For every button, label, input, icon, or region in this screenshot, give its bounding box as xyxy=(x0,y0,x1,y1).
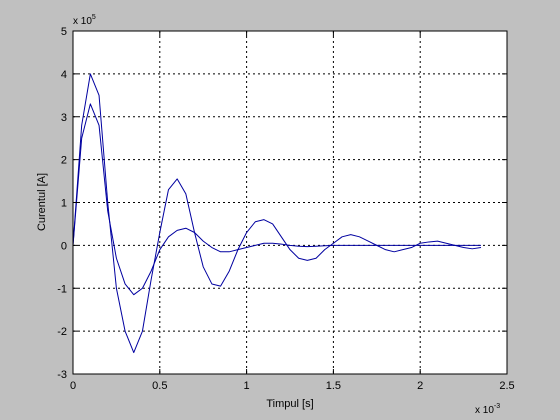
series-line-2 xyxy=(72,103,481,296)
x-tick-label: 1 xyxy=(244,380,250,392)
y-tick-label: 1 xyxy=(61,198,67,210)
x-exponent-base: x 10 xyxy=(475,405,494,416)
y-tick-label: 5 xyxy=(61,26,67,38)
y-tick-label: 3 xyxy=(61,112,67,124)
x-exponent-label: x 10-3 xyxy=(475,403,500,416)
y-tick-label: -3 xyxy=(57,369,67,381)
y-exponent-power: 5 xyxy=(92,14,96,21)
y-tick-label: 2 xyxy=(61,155,67,167)
y-tick-label: 4 xyxy=(61,69,67,81)
series-line-1 xyxy=(72,73,482,354)
x-tick-label: 1.5 xyxy=(326,380,341,392)
x-tick-label: 0.5 xyxy=(152,380,167,392)
grid xyxy=(73,31,507,374)
x-tick-label: 0 xyxy=(70,380,76,392)
x-axis-label: Timpul [s] xyxy=(266,398,313,410)
x-tick-label: 2 xyxy=(417,380,423,392)
y-axis-label: Curentul [A] xyxy=(36,173,48,231)
y-tick-label: -1 xyxy=(57,283,67,295)
y-exponent-base: x 10 xyxy=(73,16,92,27)
tick-marks xyxy=(72,30,508,375)
y-tick-label: 0 xyxy=(61,240,67,252)
series-layer xyxy=(72,73,482,354)
y-tick-labels: -3 -2 -1 0 1 2 3 4 5 xyxy=(57,26,67,381)
y-exponent-label: x 105 xyxy=(73,14,96,27)
x-tick-label: 2.5 xyxy=(499,380,514,392)
x-tick-labels: 0 0.5 1 1.5 2 2.5 xyxy=(70,380,515,392)
y-tick-label: -2 xyxy=(57,326,67,338)
x-exponent-power: -3 xyxy=(494,403,500,410)
